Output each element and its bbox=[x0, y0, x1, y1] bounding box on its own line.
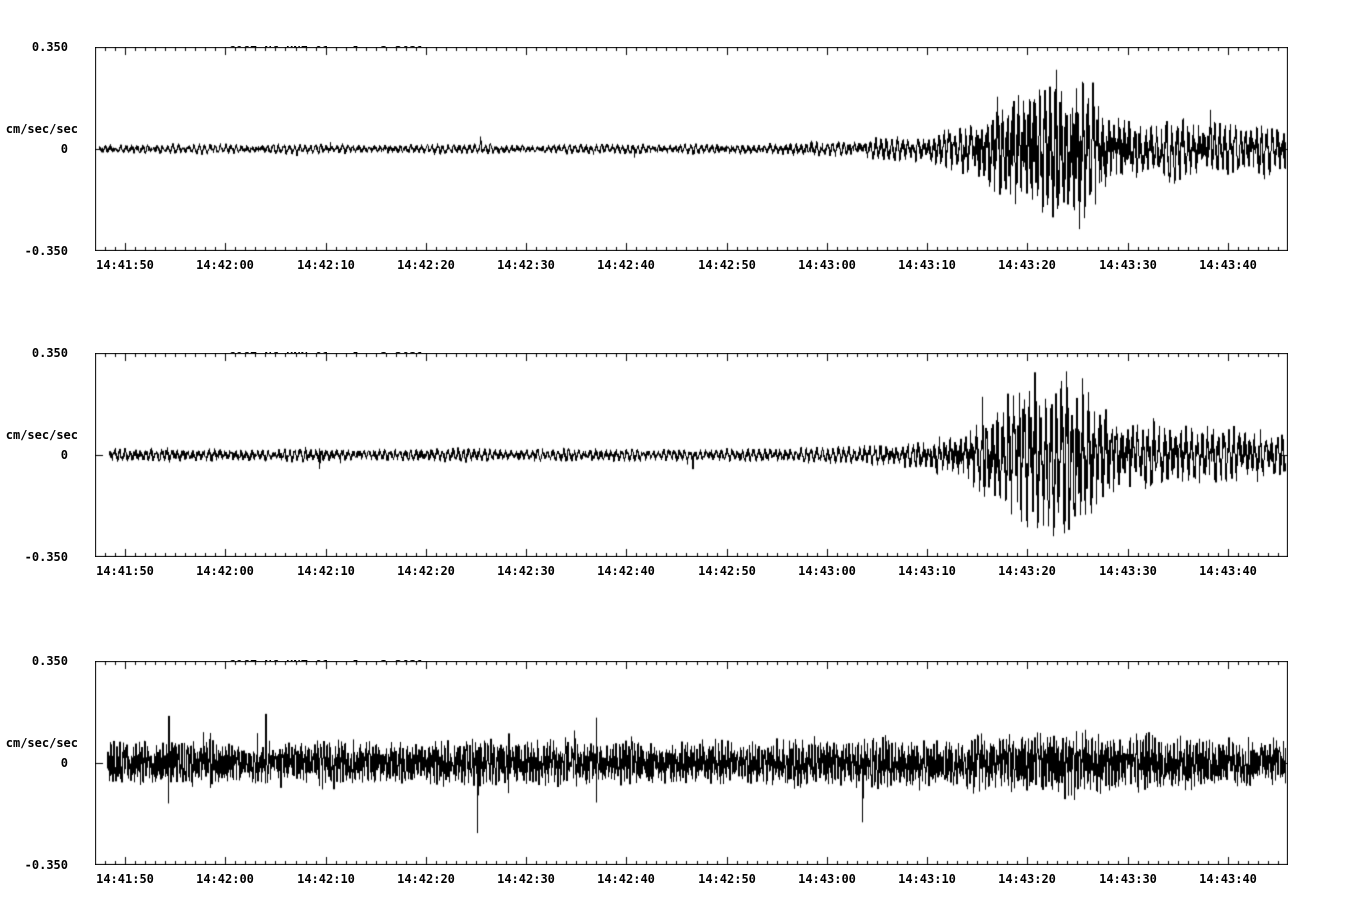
y-axis-min-label: -0.350 bbox=[24, 550, 68, 564]
x-tick-label: 14:41:50 bbox=[96, 872, 154, 886]
panel-title: C067_NC_HNE_01Jan 2,2021 bbox=[185, 30, 423, 58]
x-tick-label: 14:42:20 bbox=[397, 564, 455, 578]
x-tick-label: 14:43:20 bbox=[998, 872, 1056, 886]
x-tick-label: 14:41:50 bbox=[96, 564, 154, 578]
x-tick-label: 14:42:30 bbox=[497, 564, 555, 578]
x-tick-label: 14:41:50 bbox=[96, 258, 154, 272]
y-axis-max-label: 0.350 bbox=[31, 346, 68, 360]
x-tick-label: 14:43:00 bbox=[798, 258, 856, 272]
x-tick-label: 14:43:30 bbox=[1099, 872, 1157, 886]
x-tick-label: 14:42:00 bbox=[196, 564, 254, 578]
x-tick-label: 14:42:10 bbox=[297, 872, 355, 886]
y-axis-max-label: 0.350 bbox=[31, 40, 68, 54]
x-tick-label: 14:42:10 bbox=[297, 258, 355, 272]
x-tick-label: 14:43:30 bbox=[1099, 564, 1157, 578]
x-tick-label: 14:42:50 bbox=[698, 564, 756, 578]
x-tick-label: 14:43:40 bbox=[1199, 258, 1257, 272]
x-tick-label: 14:43:20 bbox=[998, 258, 1056, 272]
x-tick-label: 14:43:00 bbox=[798, 872, 856, 886]
x-tick-label: 14:42:30 bbox=[497, 872, 555, 886]
x-tick-label: 14:43:40 bbox=[1199, 564, 1257, 578]
y-axis-zero-label: 0 bbox=[60, 142, 68, 156]
x-tick-label: 14:42:30 bbox=[497, 258, 555, 272]
x-tick-label: 14:43:30 bbox=[1099, 258, 1157, 272]
x-tick-label: 14:42:40 bbox=[597, 258, 655, 272]
waveform-plot bbox=[95, 47, 1288, 251]
x-tick-label: 14:42:20 bbox=[397, 872, 455, 886]
x-tick-label: 14:42:50 bbox=[698, 872, 756, 886]
x-tick-label: 14:42:20 bbox=[397, 258, 455, 272]
x-tick-label: 14:43:10 bbox=[898, 564, 956, 578]
seismogram-panel-hne: C067_NC_HNE_01Jan 2,2021 0.350 cm/sec/se… bbox=[0, 0, 1358, 300]
x-tick-label: 14:42:00 bbox=[196, 258, 254, 272]
y-axis-max-label: 0.350 bbox=[31, 654, 68, 668]
y-axis-units-label: cm/sec/sec bbox=[5, 428, 78, 442]
x-tick-label: 14:43:00 bbox=[798, 564, 856, 578]
x-tick-label: 14:43:10 bbox=[898, 872, 956, 886]
y-axis-min-label: -0.350 bbox=[24, 244, 68, 258]
seismogram-panel-hnn: C067_NC_HNN_01Jan 2,2021 0.350 cm/sec/se… bbox=[0, 306, 1358, 606]
y-axis-min-label: -0.350 bbox=[24, 858, 68, 872]
x-tick-label: 14:42:10 bbox=[297, 564, 355, 578]
x-tick-label: 14:43:20 bbox=[998, 564, 1056, 578]
x-axis-labels: 14:41:50 14:42:00 14:42:10 14:42:20 14:42:30… bbox=[95, 258, 1288, 274]
y-axis-units-label: cm/sec/sec bbox=[5, 736, 78, 750]
waveform-plot bbox=[95, 353, 1288, 557]
x-tick-label: 14:42:40 bbox=[597, 564, 655, 578]
x-tick-label: 14:42:50 bbox=[698, 258, 756, 272]
x-axis-labels: 14:41:50 14:42:00 14:42:10 14:42:20 14:42:30… bbox=[95, 564, 1288, 580]
panel-title: C067_NC_HNN_01Jan 2,2021 bbox=[185, 336, 423, 364]
x-tick-label: 14:42:00 bbox=[196, 872, 254, 886]
y-axis-zero-label: 0 bbox=[60, 448, 68, 462]
y-axis-zero-label: 0 bbox=[60, 756, 68, 770]
x-tick-label: 14:43:40 bbox=[1199, 872, 1257, 886]
x-tick-label: 14:42:40 bbox=[597, 872, 655, 886]
panel-title: C067_NC_HNZ_01Jan 2,2021 bbox=[185, 644, 423, 672]
seismogram-panel-hnz: C067_NC_HNZ_01Jan 2,2021 0.350 cm/sec/se… bbox=[0, 614, 1358, 914]
x-axis-labels: 14:41:50 14:42:00 14:42:10 14:42:20 14:42:30… bbox=[95, 872, 1288, 888]
y-axis-units-label: cm/sec/sec bbox=[5, 122, 78, 136]
x-tick-label: 14:43:10 bbox=[898, 258, 956, 272]
waveform-plot bbox=[95, 661, 1288, 865]
